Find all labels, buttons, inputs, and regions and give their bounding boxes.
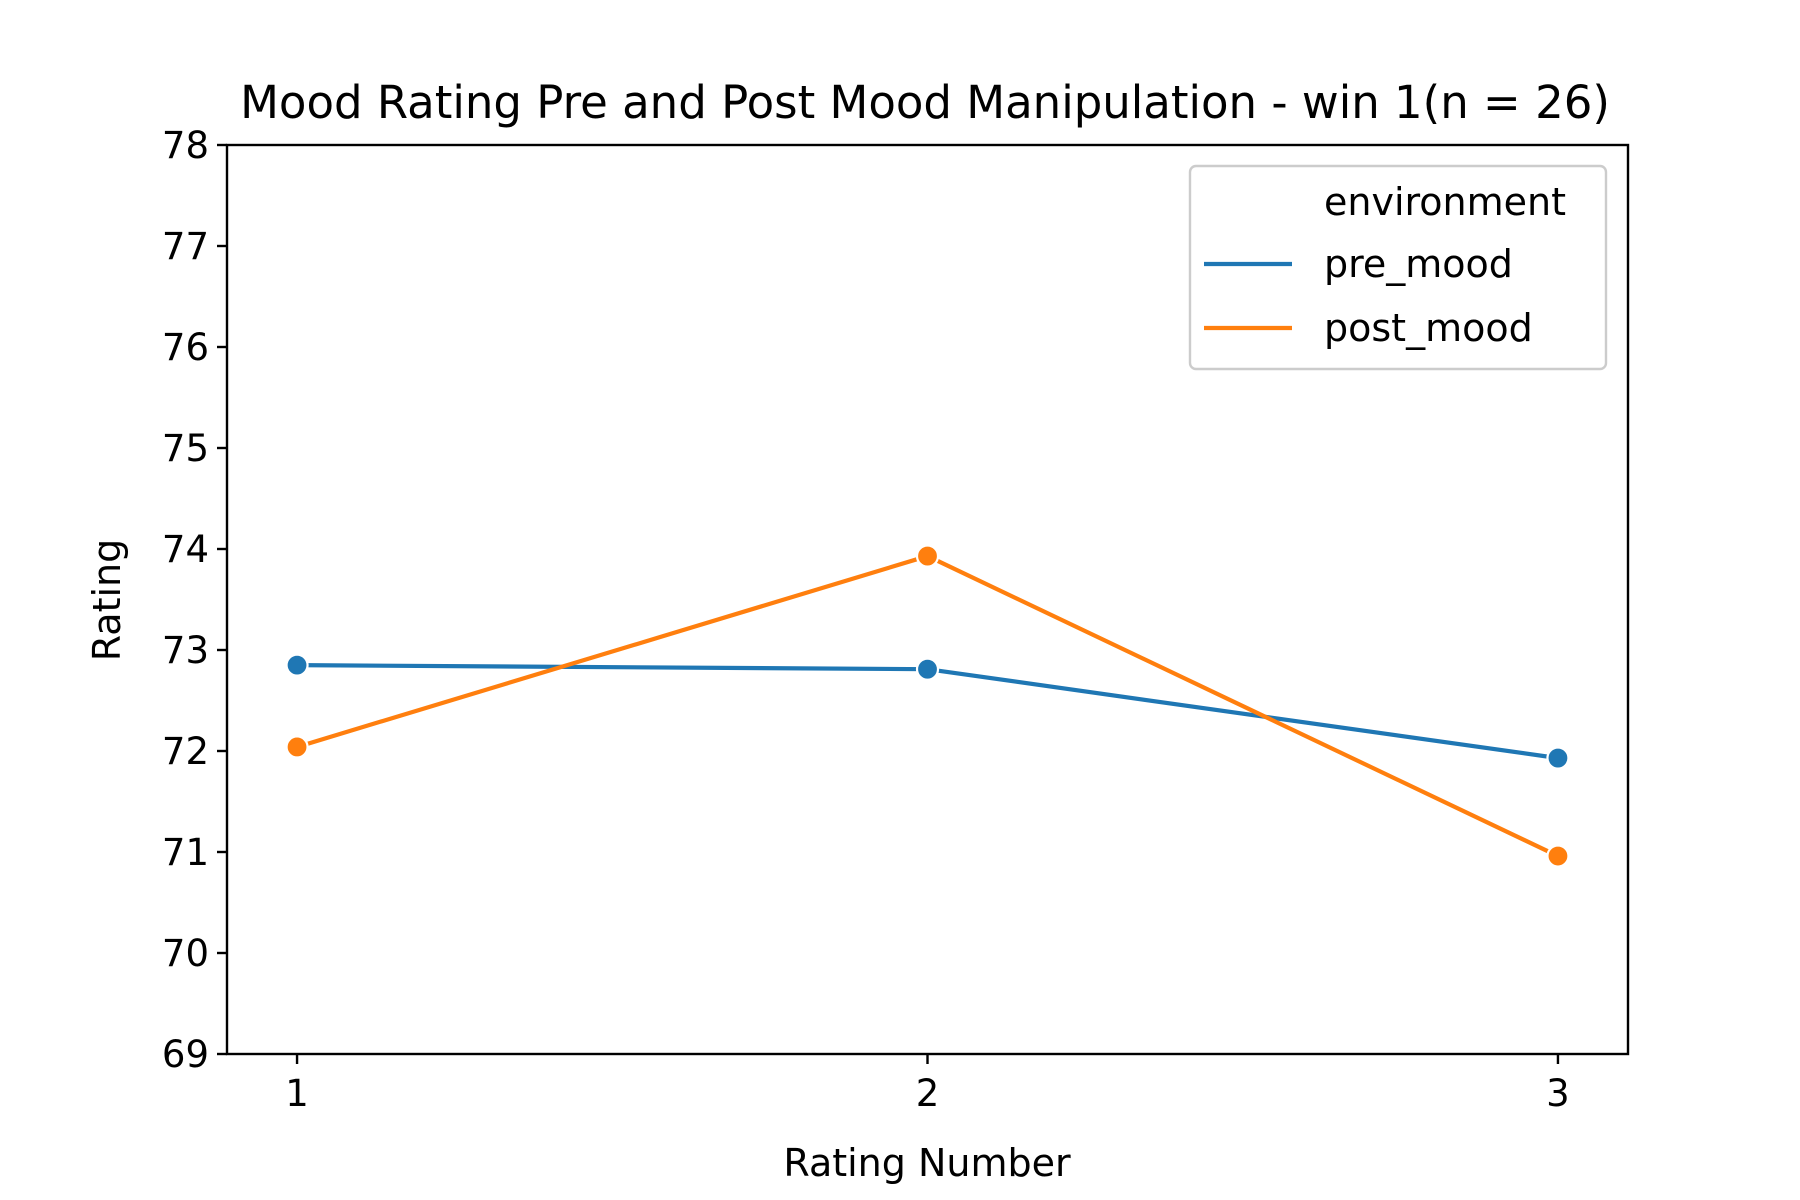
- x-tick-label: 1: [285, 1072, 309, 1115]
- data-point-post_mood: [915, 544, 940, 568]
- legend-label-pre_mood: pre_mood: [1324, 242, 1513, 286]
- plot-area-frame: [225, 143, 1630, 1056]
- y-tick-label: 70: [162, 932, 209, 975]
- x-tick-label: 3: [1546, 1072, 1570, 1115]
- data-point-pre_mood: [285, 653, 309, 677]
- chart-title: Mood Rating Pre and Post Mood Manipulati…: [240, 76, 1610, 129]
- y-tick-label: 69: [162, 1033, 209, 1076]
- y-tick-label: 72: [162, 730, 209, 773]
- y-tick-label: 74: [162, 528, 209, 571]
- data-point-post_mood: [285, 735, 309, 759]
- series-layer: [285, 544, 1570, 868]
- data-point-pre_mood: [1546, 746, 1570, 770]
- legend-title: environment: [1324, 180, 1566, 224]
- y-tick-label: 78: [162, 124, 209, 167]
- y-tick-label: 75: [162, 427, 209, 470]
- legend: environment pre_mood post_mood: [1188, 164, 1608, 371]
- legend-entries: pre_mood post_mood: [1204, 242, 1533, 350]
- legend-frame: [1188, 164, 1608, 371]
- y-axis-ticks: 69 70 71 72 73 74 75 76 77 78: [162, 124, 227, 1076]
- x-tick-label: 2: [916, 1072, 940, 1115]
- data-point-post_mood: [1546, 844, 1570, 868]
- data-point-pre_mood: [915, 657, 940, 681]
- y-tick-label: 73: [162, 629, 209, 672]
- y-axis-label: Rating: [85, 539, 129, 662]
- y-tick-label: 71: [162, 831, 209, 874]
- y-tick-label: 76: [162, 326, 209, 369]
- x-axis-label: Rating Number: [783, 1141, 1071, 1185]
- y-tick-label: 77: [162, 225, 209, 268]
- x-axis-ticks: 1 2 3: [285, 1054, 1570, 1115]
- legend-label-post_mood: post_mood: [1324, 306, 1533, 350]
